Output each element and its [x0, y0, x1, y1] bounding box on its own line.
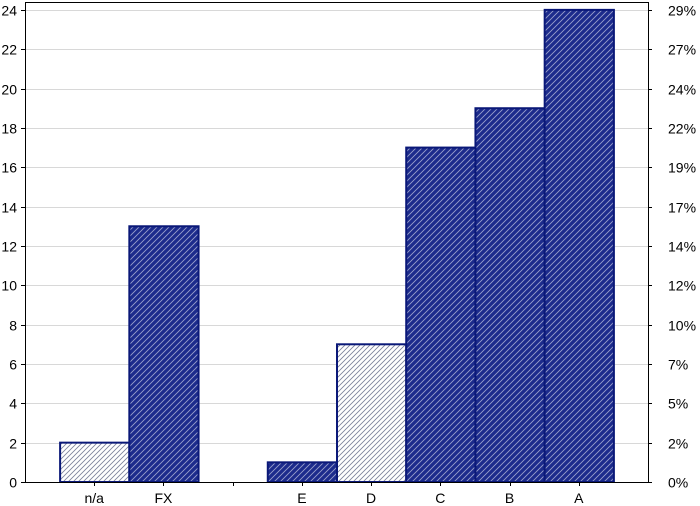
bar	[336, 343, 408, 483]
y-tick-label: 20	[1, 82, 17, 98]
bar	[266, 461, 338, 484]
bars	[59, 8, 615, 484]
right-tick-label: 0%	[668, 475, 688, 491]
right-tick-label: 5%	[668, 396, 688, 412]
x-tick-label: C	[435, 490, 445, 506]
right-tick-label: 22%	[668, 121, 696, 137]
bar	[59, 441, 131, 483]
right-tick-label: 27%	[668, 42, 696, 58]
x-tick-label: B	[505, 490, 514, 506]
right-tick-label: 14%	[668, 239, 696, 255]
y-tick-label: 22	[1, 42, 17, 58]
y-tick-label: 14	[1, 200, 17, 216]
y-tick-label: 6	[9, 357, 17, 373]
right-tick-label: 17%	[668, 200, 696, 216]
bar	[474, 107, 546, 483]
axes	[21, 2, 652, 486]
x-tick-label: D	[366, 490, 376, 506]
right-tick-label: 7%	[668, 357, 688, 373]
x-tick-label: n/a	[84, 490, 104, 506]
right-tick-label: 24%	[668, 82, 696, 98]
right-tick-label: 10%	[668, 318, 696, 334]
y-tick-label: 0	[9, 475, 17, 491]
right-tick-label: 2%	[668, 436, 688, 452]
plot-frame	[25, 2, 649, 483]
bar	[405, 146, 477, 484]
y-tick-label: 10	[1, 278, 17, 294]
tick-labels: 0246810121416182022240%2%5%7%10%12%14%17…	[1, 3, 696, 506]
y-tick-label: 12	[1, 239, 17, 255]
x-tick-label: E	[297, 490, 306, 506]
right-tick-label: 29%	[668, 3, 696, 19]
x-tick-label: A	[574, 490, 584, 506]
y-tick-label: 8	[9, 318, 17, 334]
y-tick-label: 4	[9, 396, 17, 412]
right-tick-label: 19%	[668, 160, 696, 176]
y-tick-label: 24	[1, 3, 17, 19]
bar	[128, 225, 200, 483]
y-tick-label: 16	[1, 160, 17, 176]
right-tick-label: 12%	[668, 278, 696, 294]
x-tick-label: FX	[154, 490, 173, 506]
y-tick-label: 2	[9, 436, 17, 452]
bar	[543, 8, 615, 483]
y-tick-label: 18	[1, 121, 17, 137]
